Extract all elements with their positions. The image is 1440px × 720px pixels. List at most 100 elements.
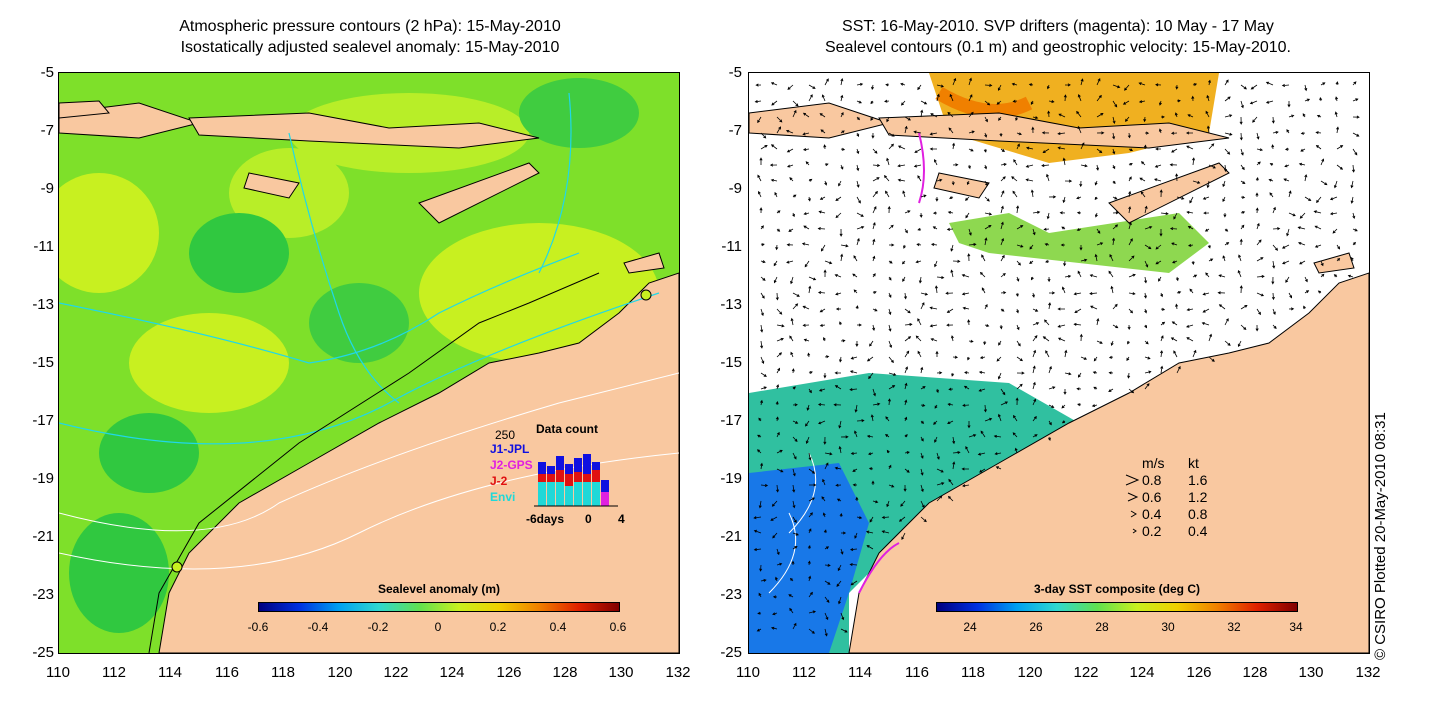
sealevel-anomaly-map[interactable] <box>58 72 680 654</box>
geostrophic-velocity-arrows <box>753 77 1360 637</box>
velocity-arrow <box>1096 242 1104 246</box>
velocity-arrow <box>980 430 986 438</box>
velocity-arrow <box>1160 321 1166 326</box>
velocity-arrow <box>929 324 938 328</box>
velocity-arrow <box>904 434 908 438</box>
velocity-arrow <box>840 548 844 555</box>
velocity-arrow <box>792 436 798 443</box>
velocity-arrow <box>936 371 943 375</box>
left-y-tick: -5 <box>40 64 54 81</box>
velocity-arrow <box>978 370 986 374</box>
velocity-arrow <box>920 468 924 476</box>
velocity-arrow <box>776 324 785 328</box>
velocity-arrow <box>1174 112 1178 118</box>
velocity-legend-header-ms: m/s <box>1142 455 1165 471</box>
velocity-arrow <box>776 367 781 374</box>
velocity-arrow <box>1240 195 1246 199</box>
velocity-arrow <box>961 292 970 296</box>
velocity-arrow <box>789 335 794 342</box>
velocity-arrow <box>983 148 987 153</box>
velocity-arrow <box>824 612 829 621</box>
velocity-arrow <box>1096 112 1104 118</box>
velocity-arrow <box>1302 113 1306 118</box>
velocity-arrow <box>1128 292 1136 296</box>
velocity-arrow <box>834 274 842 278</box>
velocity-arrow <box>849 547 858 552</box>
velocity-arrow <box>802 323 810 327</box>
tide-gauge-marker[interactable] <box>640 289 652 301</box>
velocity-arrow <box>947 402 954 407</box>
velocity-arrow <box>856 419 865 423</box>
velocity-arrow <box>1076 196 1082 200</box>
velocity-arrow <box>760 276 766 281</box>
sealevel-contour <box>768 512 797 594</box>
left-x-tick: 110 <box>46 664 70 681</box>
velocity-arrow <box>1240 224 1245 230</box>
velocity-arrow <box>840 244 849 248</box>
velocity-arrow <box>775 416 779 422</box>
velocity-arrow <box>792 484 796 493</box>
velocity-arrow <box>1047 436 1051 442</box>
velocity-arrow <box>852 483 858 487</box>
velocity-arrow <box>1284 147 1290 151</box>
velocity-arrow <box>1016 260 1021 266</box>
velocity-arrow <box>1240 211 1246 214</box>
velocity-arrow <box>1044 319 1050 326</box>
velocity-arrow <box>1224 242 1230 246</box>
left-x-tick: 124 <box>439 664 465 681</box>
velocity-arrow <box>1112 180 1116 185</box>
velocity-arrow <box>1000 176 1006 182</box>
velocity-arrow <box>1138 100 1146 104</box>
velocity-arrow <box>856 164 860 172</box>
velocity-arrow <box>1265 100 1274 104</box>
velocity-arrow <box>881 515 890 519</box>
tide-gauge-marker[interactable] <box>171 561 183 573</box>
velocity-arrow <box>1080 78 1084 86</box>
velocity-arrow <box>757 174 762 182</box>
velocity-arrow <box>952 259 961 263</box>
velocity-arrow <box>1186 210 1194 214</box>
velocity-arrow <box>967 421 971 429</box>
right-y-tick: -15 <box>720 354 742 371</box>
velocity-arrow <box>839 321 842 326</box>
inset-title: Data count <box>536 422 599 436</box>
velocity-arrow <box>1077 125 1082 134</box>
velocity-arrow <box>808 528 812 534</box>
velocity-arrow <box>821 94 826 102</box>
velocity-arrow <box>1315 144 1322 150</box>
velocity-arrow <box>1108 371 1114 375</box>
sst-colorbar <box>936 602 1298 612</box>
velocity-arrow <box>1000 221 1004 230</box>
velocity-arrow <box>1189 288 1194 294</box>
velocity-arrow <box>1080 356 1088 360</box>
velocity-arrow <box>1094 212 1098 218</box>
velocity-arrow <box>1080 164 1088 168</box>
velocity-arrow <box>1032 116 1039 120</box>
velocity-arrow <box>1224 228 1229 232</box>
velocity-arrow <box>962 484 970 488</box>
velocity-arrow <box>1158 100 1162 106</box>
velocity-arrow <box>872 163 881 167</box>
velocity-arrow <box>946 323 954 327</box>
velocity-arrow <box>920 386 926 390</box>
velocity-legend-header-kt: kt <box>1188 455 1199 471</box>
velocity-arrow <box>1186 145 1194 150</box>
velocity-arrow <box>984 116 988 123</box>
velocity-arrow <box>1160 365 1164 374</box>
velocity-arrow <box>1042 336 1050 342</box>
velocity-legend-row-4-kt: 0.4 <box>1188 523 1208 539</box>
velocity-arrow <box>868 452 874 456</box>
velocity-arrow <box>1064 372 1072 376</box>
velocity-arrow <box>968 77 972 86</box>
velocity-arrow <box>1089 274 1098 278</box>
sst-velocity-map[interactable] <box>748 72 1370 654</box>
velocity-arrow <box>952 436 956 445</box>
velocity-arrow <box>760 225 764 230</box>
velocity-arrow <box>917 175 922 182</box>
velocity-arrow <box>790 317 794 326</box>
velocity-arrow <box>1057 132 1066 136</box>
velocity-arrow <box>1096 228 1101 234</box>
velocity-arrow <box>1256 148 1264 152</box>
velocity-arrow <box>1032 322 1040 326</box>
velocity-arrow <box>1185 131 1193 135</box>
